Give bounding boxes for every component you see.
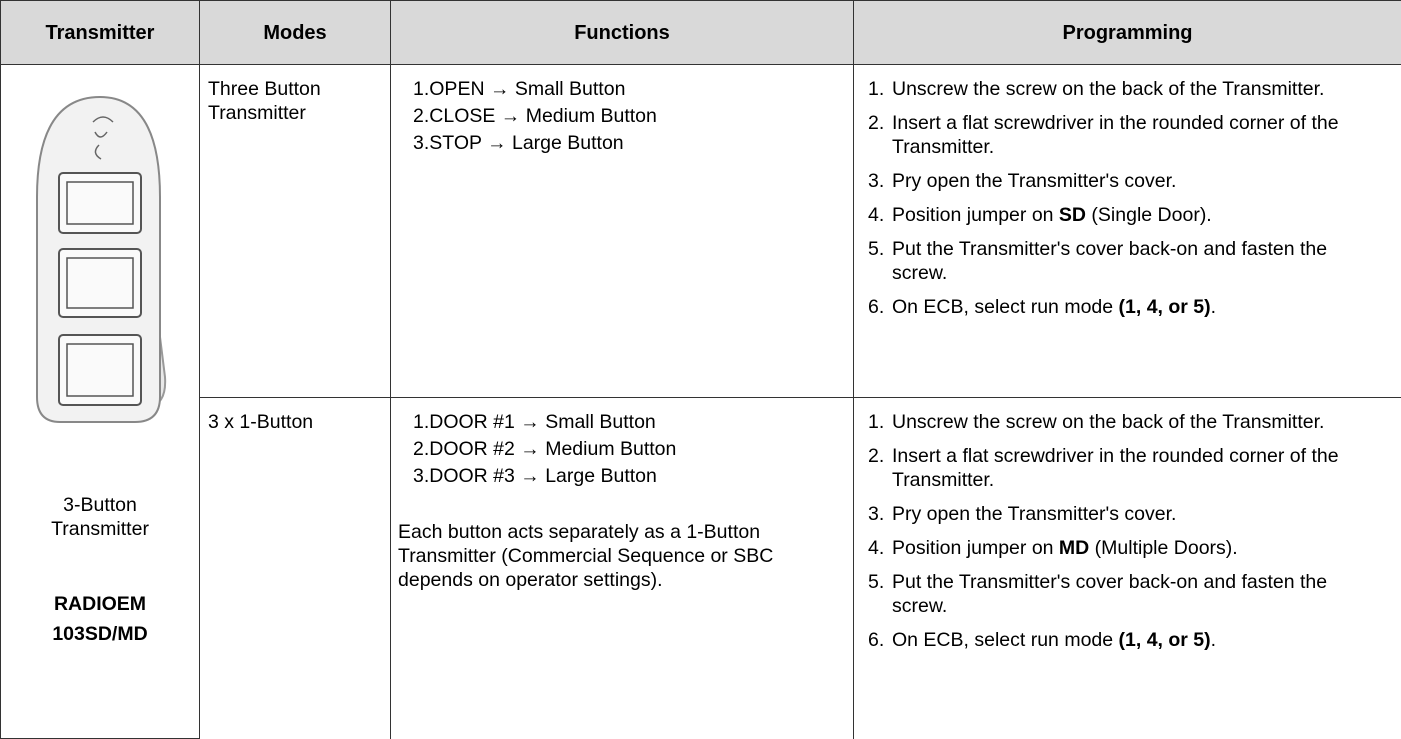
function-text: CLOSE → Medium Button [429,105,657,127]
header-cell: Modes [199,0,391,65]
programming-step: 4. Position jumper on MD (Multiple Doors)… [868,536,1387,560]
programming-cell: 1. Unscrew the screw on the back of the T… [853,397,1401,739]
step-text: Put the Transmitter's cover back-on and … [892,237,1387,285]
programming-step: 6. On ECB, select run mode (1, 4, or 5). [868,295,1387,319]
programming-step: 6. On ECB, select run mode (1, 4, or 5). [868,628,1387,652]
programming-step: 2. Insert a flat screwdriver in the round… [868,111,1387,159]
step-run: On ECB, select run mode [892,629,1119,651]
function-number: 3. [413,132,430,154]
transmitter-cell: 3-Button Transmitter RADIOEM 103SD/MD [0,64,200,739]
step-run: . [1210,629,1217,651]
functions-cell: 1.DOOR #1 → Small Button 2.DOOR #2 → Medi… [390,397,854,739]
step-text: Pry open the Transmitter's cover. [892,169,1387,193]
step-run: (Multiple Doors). [1089,537,1238,559]
programming-step: 2. Insert a flat screwdriver in the round… [868,444,1387,492]
programming-cell: 1. Unscrew the screw on the back of the T… [853,64,1401,398]
step-number: 1. [868,78,885,100]
step-run: Put the Transmitter's cover back-on and … [892,571,1328,617]
function-number: 2. [413,438,430,460]
programming-step: 1. Unscrew the screw on the back of the T… [868,77,1387,101]
transmitter-caption: 3-Button Transmitter [51,494,149,540]
function-text: OPEN → Small Button [429,78,626,100]
function-note: Each button acts separately as a 1-Butto… [398,521,774,591]
step-number: 6. [868,296,885,318]
step-number: 4. [868,204,885,226]
step-text: Unscrew the screw on the back of the Tra… [892,77,1387,101]
step-run: Put the Transmitter's cover back-on and … [892,238,1328,284]
function-item: 1.DOOR #1 → Small Button [413,410,845,434]
step-run: On ECB, select run mode [892,296,1119,318]
programming-step: 4. Position jumper on SD (Single Door). [868,203,1387,227]
function-item: 2.CLOSE → Medium Button [413,104,845,128]
step-text: On ECB, select run mode (1, 4, or 5). [892,628,1387,652]
function-text: DOOR #2 → Medium Button [429,438,677,460]
header-row: Transmitter Modes Functions Programming [0,0,1401,65]
programming-step: 1. Unscrew the screw on the back of the T… [868,410,1387,434]
step-run: Position jumper on [892,204,1059,226]
step-run: (1, 4, or 5) [1118,629,1211,651]
function-item: 1.OPEN → Small Button [413,77,845,101]
step-text: Unscrew the screw on the back of the Tra… [892,410,1387,434]
step-text: Position jumper on MD (Multiple Doors). [892,536,1387,560]
step-run: SD [1058,204,1087,226]
step-run: . [1210,296,1217,318]
step-text: Insert a flat screwdriver in the rounded… [892,444,1387,492]
step-number: 2. [868,445,885,467]
step-number: 1. [868,411,885,433]
step-number: 2. [868,112,885,134]
step-run: Insert a flat screwdriver in the rounded… [892,445,1339,491]
function-number: 1. [413,78,430,100]
header-cell: Transmitter [0,0,200,65]
transmitter-image [36,95,167,423]
programming-step: 5. Put the Transmitter's cover back-on an… [868,570,1387,618]
step-text: On ECB, select run mode (1, 4, or 5). [892,295,1387,319]
step-run: Insert a flat screwdriver in the rounded… [892,112,1339,158]
step-text: Position jumper on SD (Single Door). [892,203,1387,227]
programming-step: 3. Pry open the Transmitter's cover. [868,169,1387,193]
function-item: 3.DOOR #3 → Large Button [413,464,845,488]
row: 3 x 1-Button 1.DOOR #1 → Small Button 2.D… [1,397,1401,739]
step-run: Unscrew the screw on the back of the Tra… [892,411,1325,433]
function-number: 2. [413,105,430,127]
step-run: Pry open the Transmitter's cover. [892,170,1177,192]
step-run: (Single Door). [1086,204,1212,226]
step-number: 5. [868,238,885,260]
step-run: (1, 4, or 5) [1118,296,1211,318]
functions-cell: 1.OPEN → Small Button 2.CLOSE → Medium Bu… [390,64,854,398]
function-number: 3. [413,465,430,487]
step-run: Unscrew the screw on the back of the Tra… [892,78,1325,100]
mode-cell: 3 x 1-Button [199,397,391,739]
step-number: 4. [868,537,885,559]
step-number: 3. [868,503,885,525]
step-number: 5. [868,571,885,593]
transmitter-model: RADIOEM 103SD/MD [52,593,148,645]
programming-step: 3. Pry open the Transmitter's cover. [868,502,1387,526]
step-number: 6. [868,629,885,651]
step-run: MD [1058,537,1090,559]
step-number: 3. [868,170,885,192]
step-run: Pry open the Transmitter's cover. [892,503,1177,525]
programming-step: 5. Put the Transmitter's cover back-on an… [868,237,1387,285]
step-run: Position jumper on [892,537,1059,559]
function-item: 2.DOOR #2 → Medium Button [413,437,845,461]
function-text: DOOR #1 → Small Button [429,411,656,433]
function-text: DOOR #3 → Large Button [429,465,657,487]
step-text: Insert a flat screwdriver in the rounded… [892,111,1387,159]
header-cell: Functions [390,0,854,65]
function-number: 1. [413,411,430,433]
row: 3-Button Transmitter RADIOEM 103SD/MD Th… [0,64,1401,739]
step-text: Put the Transmitter's cover back-on and … [892,570,1387,618]
header-cell: Programming [853,0,1401,65]
step-text: Pry open the Transmitter's cover. [892,502,1387,526]
function-item: 3.STOP → Large Button [413,131,845,155]
function-text: STOP → Large Button [429,132,624,154]
mode-cell: Three Button Transmitter [199,64,391,398]
